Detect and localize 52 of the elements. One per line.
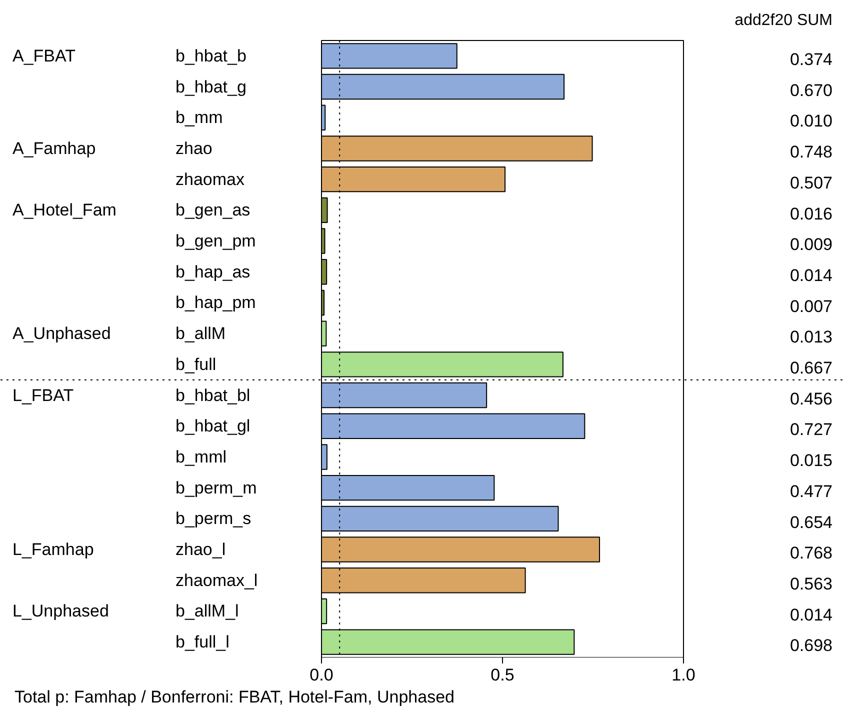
data-label: 0.013: [790, 328, 833, 347]
data-label: 0.667: [790, 358, 833, 378]
data-label: 0.670: [790, 80, 833, 100]
data-label: 0.748: [790, 142, 833, 162]
text: A_Famhap: [12, 138, 96, 158]
text: Total p: Famhap / Bonferroni: FBAT, Hotel-Fam, Unphased: [14, 688, 454, 706]
data-label: 0.007: [790, 296, 833, 316]
data-label: 0.374: [790, 50, 833, 70]
y-tick-label: b_perm_m: [176, 478, 257, 498]
y-tick-label: b_gen_pm: [176, 232, 256, 251]
data-label: 0.768: [790, 544, 833, 563]
data-label: 0.456: [790, 389, 833, 408]
y-tick-label: b_full: [176, 354, 216, 374]
text: L_Famhap: [12, 540, 94, 560]
data-label: 0.010: [790, 112, 833, 131]
data-label: 0.727: [790, 420, 833, 440]
data-label: 0.014: [790, 266, 833, 285]
text: A_Unphased: [12, 324, 111, 344]
y-tick-label: b_hap_pm: [176, 293, 256, 312]
y-tick-label: b_hap_as: [176, 262, 250, 282]
x-tick-label: 0.5: [490, 666, 514, 684]
y-tick-label: b_hbat_b: [176, 46, 246, 66]
text: A_Hotel_Fam: [12, 200, 116, 220]
x-tick-label: 1.0: [672, 666, 696, 684]
y-tick-label: b_hbat_g: [176, 77, 246, 96]
data-label: 0.698: [790, 636, 833, 656]
data-label: 0.654: [790, 512, 833, 532]
y-tick-label: b_allM_l: [176, 602, 239, 621]
y-tick-label: b_perm_s: [176, 509, 252, 528]
y-tick-label: zhao_l: [176, 540, 226, 560]
text: add2f20 SUM: [734, 12, 833, 29]
y-tick-label: zhaomax_l: [176, 570, 258, 590]
data-label: 0.016: [790, 204, 833, 224]
y-tick-label: b_full_l: [176, 632, 230, 652]
y-tick-label: zhaomax: [176, 170, 245, 189]
y-tick-label: b_mml: [176, 447, 227, 466]
y-tick-label: zhao: [176, 138, 212, 158]
y-tick-label: b_hbat_bl: [176, 386, 250, 405]
text: L_Unphased: [12, 602, 109, 621]
data-label: 0.015: [790, 451, 833, 470]
text: A_FBAT: [12, 46, 76, 66]
data-label: 0.563: [790, 574, 833, 594]
data-label: 0.009: [790, 235, 833, 254]
text: L_FBAT: [12, 386, 74, 405]
x-tick-label: 0.0: [310, 666, 334, 684]
y-tick-label: b_allM: [176, 324, 226, 344]
y-tick-label: b_hbat_gl: [176, 416, 250, 436]
data-label: 0.507: [790, 173, 833, 192]
data-label: 0.014: [790, 605, 833, 624]
data-label: 0.477: [790, 482, 833, 501]
y-tick-label: b_gen_as: [176, 200, 250, 220]
y-tick-label: b_mm: [176, 108, 223, 128]
